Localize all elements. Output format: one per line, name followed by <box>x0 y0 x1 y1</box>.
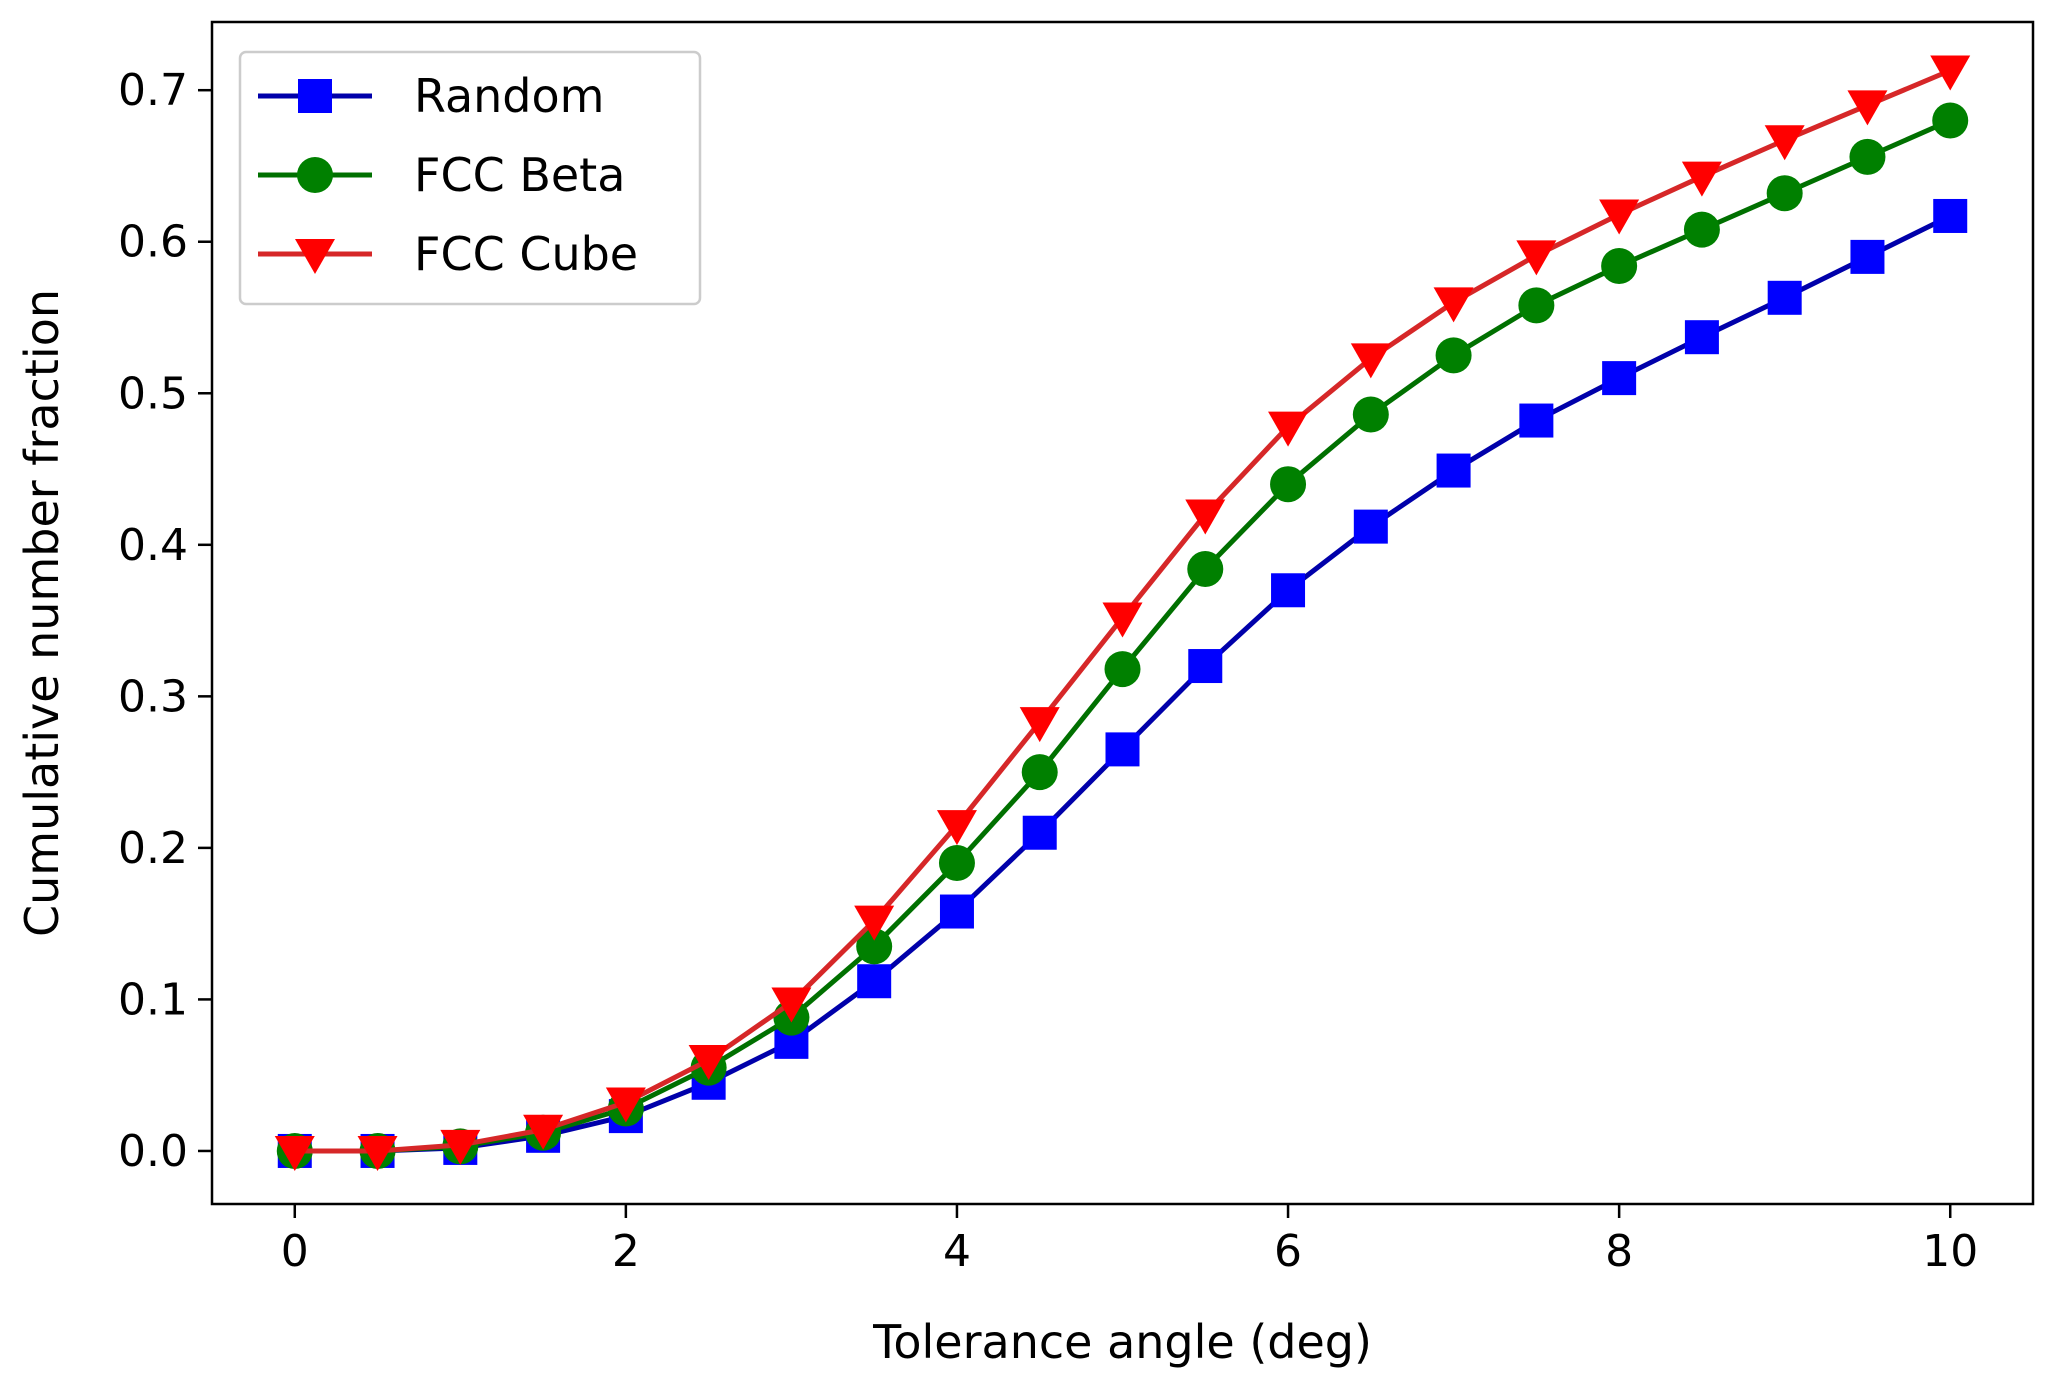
data-point <box>1271 573 1306 608</box>
data-point <box>1683 211 1720 248</box>
ticks-layer: 0 2 4 6 8 10 0.0 0.1 0.2 0.3 0.4 0.5 0.6 0.7 <box>118 65 1978 1277</box>
series-fcc-cube <box>274 55 1971 1171</box>
data-point <box>1104 651 1141 688</box>
plot-frame <box>210 20 2035 1206</box>
x-tick-label: 4 <box>943 1226 971 1277</box>
data-point <box>1105 732 1140 767</box>
data-point <box>1433 287 1474 323</box>
data-point <box>938 845 975 882</box>
data-point <box>1436 453 1471 488</box>
data-point <box>274 1135 315 1171</box>
data-point <box>1933 198 1968 233</box>
data-point <box>1849 138 1886 175</box>
y-tick-label: 0.1 <box>118 974 188 1025</box>
data-point <box>856 928 893 965</box>
data-point <box>1270 466 1307 503</box>
data-point <box>1188 649 1223 684</box>
legend-label: Random <box>414 69 604 123</box>
data-point <box>1932 102 1969 139</box>
y-tick-label: 0.7 <box>118 65 188 116</box>
data-point <box>1684 320 1719 355</box>
data-point <box>1185 499 1226 535</box>
data-point <box>357 1135 398 1171</box>
x-tick-label: 8 <box>1605 1226 1633 1277</box>
data-point <box>857 964 892 999</box>
x-tick-label: 10 <box>1922 1226 1978 1277</box>
legend-item: FCC Cube <box>258 227 638 281</box>
data-point <box>1930 55 1971 91</box>
data-point <box>1847 90 1888 126</box>
y-tick-label: 0.3 <box>118 671 188 722</box>
data-point <box>854 905 895 941</box>
data-point <box>939 894 974 929</box>
legend-item: Random <box>258 69 604 123</box>
legend: Random FCC Beta FCC Cube <box>238 50 702 306</box>
y-tick-label: 0.2 <box>118 823 188 874</box>
data-point <box>1102 602 1143 638</box>
y-tick-label: 0.0 <box>118 1126 188 1177</box>
data-point <box>1681 161 1722 197</box>
data-point <box>1353 509 1388 544</box>
data-point <box>1187 551 1224 588</box>
legend-item: FCC Beta <box>258 148 625 202</box>
legend-marker <box>297 157 333 193</box>
data-point <box>1435 337 1472 374</box>
y-tick-label: 0.5 <box>118 368 188 419</box>
data-point <box>1021 754 1058 791</box>
data-point <box>771 987 812 1023</box>
data-point <box>1601 247 1638 284</box>
data-point <box>1350 343 1391 379</box>
legend-box <box>238 50 702 306</box>
legend-label: FCC Cube <box>414 227 638 281</box>
legend-marker <box>295 239 335 274</box>
data-point <box>440 1129 481 1165</box>
y-axis-title: Cumulative number fraction <box>15 289 69 937</box>
legend-marker <box>298 79 332 113</box>
data-point <box>1519 403 1554 438</box>
data-point <box>1850 239 1885 274</box>
x-tick-label: 2 <box>612 1226 640 1277</box>
data-point <box>1022 815 1057 850</box>
data-point <box>688 1045 729 1081</box>
data-point <box>1518 287 1555 324</box>
x-axis-title: Tolerance angle (deg) <box>872 1315 1372 1369</box>
data-point <box>523 1114 564 1150</box>
data-point <box>1766 175 1803 212</box>
data-point <box>1599 199 1640 235</box>
data-point <box>1767 280 1802 315</box>
data-point <box>1019 707 1060 743</box>
legend-label: FCC Beta <box>414 148 625 202</box>
data-point <box>1602 361 1637 396</box>
series-layer <box>274 55 1971 1171</box>
data-point <box>1516 240 1557 276</box>
x-tick-label: 6 <box>1274 1226 1302 1277</box>
y-tick-label: 0.6 <box>118 217 188 268</box>
x-tick-label: 0 <box>281 1226 309 1277</box>
data-point <box>1352 396 1389 433</box>
data-point <box>1268 411 1309 447</box>
data-point <box>605 1087 646 1123</box>
y-tick-label: 0.4 <box>118 520 188 571</box>
data-point <box>1764 125 1805 161</box>
data-point <box>936 810 977 846</box>
